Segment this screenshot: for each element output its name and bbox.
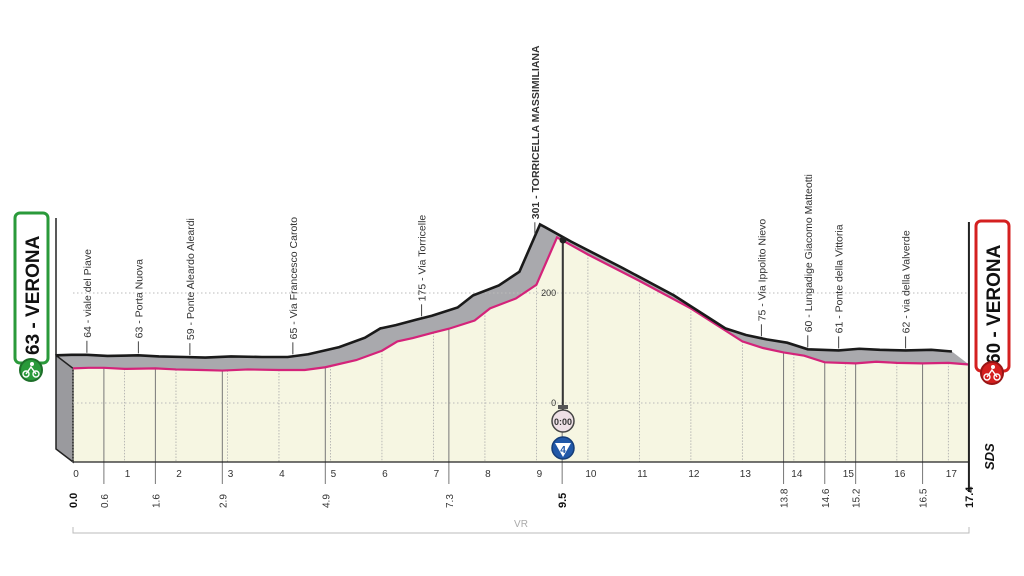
km-tick-label: 12 xyxy=(688,469,700,480)
profile-top-line xyxy=(55,222,953,359)
km-distance-label: 0.6 xyxy=(100,494,111,508)
km-tick-label: 9 xyxy=(537,469,543,480)
km-tick-label: 8 xyxy=(485,469,491,480)
km-distance-label: 9.5 xyxy=(557,493,569,508)
kom-category: 4 xyxy=(560,445,566,456)
waypoint-label: 175 - Via Torricelle xyxy=(417,215,429,302)
km-distance-label: 14.6 xyxy=(821,488,832,508)
start-badge: 63 - VERONA xyxy=(13,211,50,382)
waypoint-label: 75 - Via Ippolito Nievo xyxy=(756,219,768,322)
cyclist-icon xyxy=(19,358,43,382)
finish-badge: 60 - VERONA xyxy=(974,219,1011,385)
km-tick-label: 2 xyxy=(176,469,182,480)
km-tick-label: 10 xyxy=(585,469,597,480)
waypoint-label: 301 - TORRICELLA MASSIMILIANA xyxy=(530,45,542,219)
km-distance-label: 4.9 xyxy=(321,494,332,508)
ground-area xyxy=(73,237,969,462)
km-distance-label: 17.4 xyxy=(964,486,976,508)
finish-label: 60 - VERONA xyxy=(984,244,1005,364)
stopwatch-icon: 0:00 xyxy=(551,405,575,433)
waypoint-label: 63 - Porta Nuova xyxy=(133,259,145,339)
waypoint-label: 64 - viale del Piave xyxy=(82,249,94,338)
elevation-label: 0 xyxy=(551,398,556,408)
km-distance-label: 0.0 xyxy=(68,493,80,508)
profile-side-face xyxy=(55,353,74,464)
route-bracket: VR xyxy=(72,519,970,534)
intermediate-time: 0:00 xyxy=(554,417,572,427)
kom-badge-icon: 4 xyxy=(551,436,575,460)
km-tick-label: 14 xyxy=(791,469,803,480)
cyclist-icon xyxy=(980,361,1004,385)
km-tick-label: 5 xyxy=(331,469,337,480)
elevation-label: 200 xyxy=(541,288,556,298)
km-tick-label: 13 xyxy=(740,469,752,480)
km-tick-label: 4 xyxy=(279,469,285,480)
km-tick-label: 3 xyxy=(228,469,234,480)
intermediate-timing: 0:00 4 xyxy=(551,236,575,460)
waypoint-label: 61 - Ponte della Vittoria xyxy=(834,224,846,333)
km-tick-label: 6 xyxy=(382,469,388,480)
waypoint-label: 62 - via della Valverde xyxy=(901,230,913,333)
km-distance-label: 2.9 xyxy=(218,494,229,508)
km-distance-label: 13.8 xyxy=(780,488,791,508)
start-label: 63 - VERONA xyxy=(23,235,44,355)
km-distance-label: 15.2 xyxy=(852,488,863,508)
km-tick-label: 11 xyxy=(637,469,648,480)
km-tick-label: 7 xyxy=(434,469,440,480)
km-distance-label: 16.5 xyxy=(919,488,930,508)
km-tick-label: 17 xyxy=(946,469,958,480)
waypoint-label: 65 - Via Francesco Caroto xyxy=(288,217,300,340)
road-elevation-line xyxy=(72,235,970,372)
sds-logo: SDS xyxy=(982,443,997,470)
km-distance-label: 1.6 xyxy=(151,494,162,508)
km-distance-label: 7.3 xyxy=(445,494,456,508)
km-tick-label: 1 xyxy=(125,469,131,480)
waypoint-label: 60 - Lungadige Giacomo Matteotti xyxy=(803,174,815,332)
waypoint-label: 59 - Ponte Aleardo Aleardi xyxy=(185,218,197,340)
bracket-label: VR xyxy=(514,519,528,530)
km-tick-label: 16 xyxy=(894,469,906,480)
km-tick-label: 0 xyxy=(73,469,79,480)
km-tick-label: 15 xyxy=(843,469,855,480)
